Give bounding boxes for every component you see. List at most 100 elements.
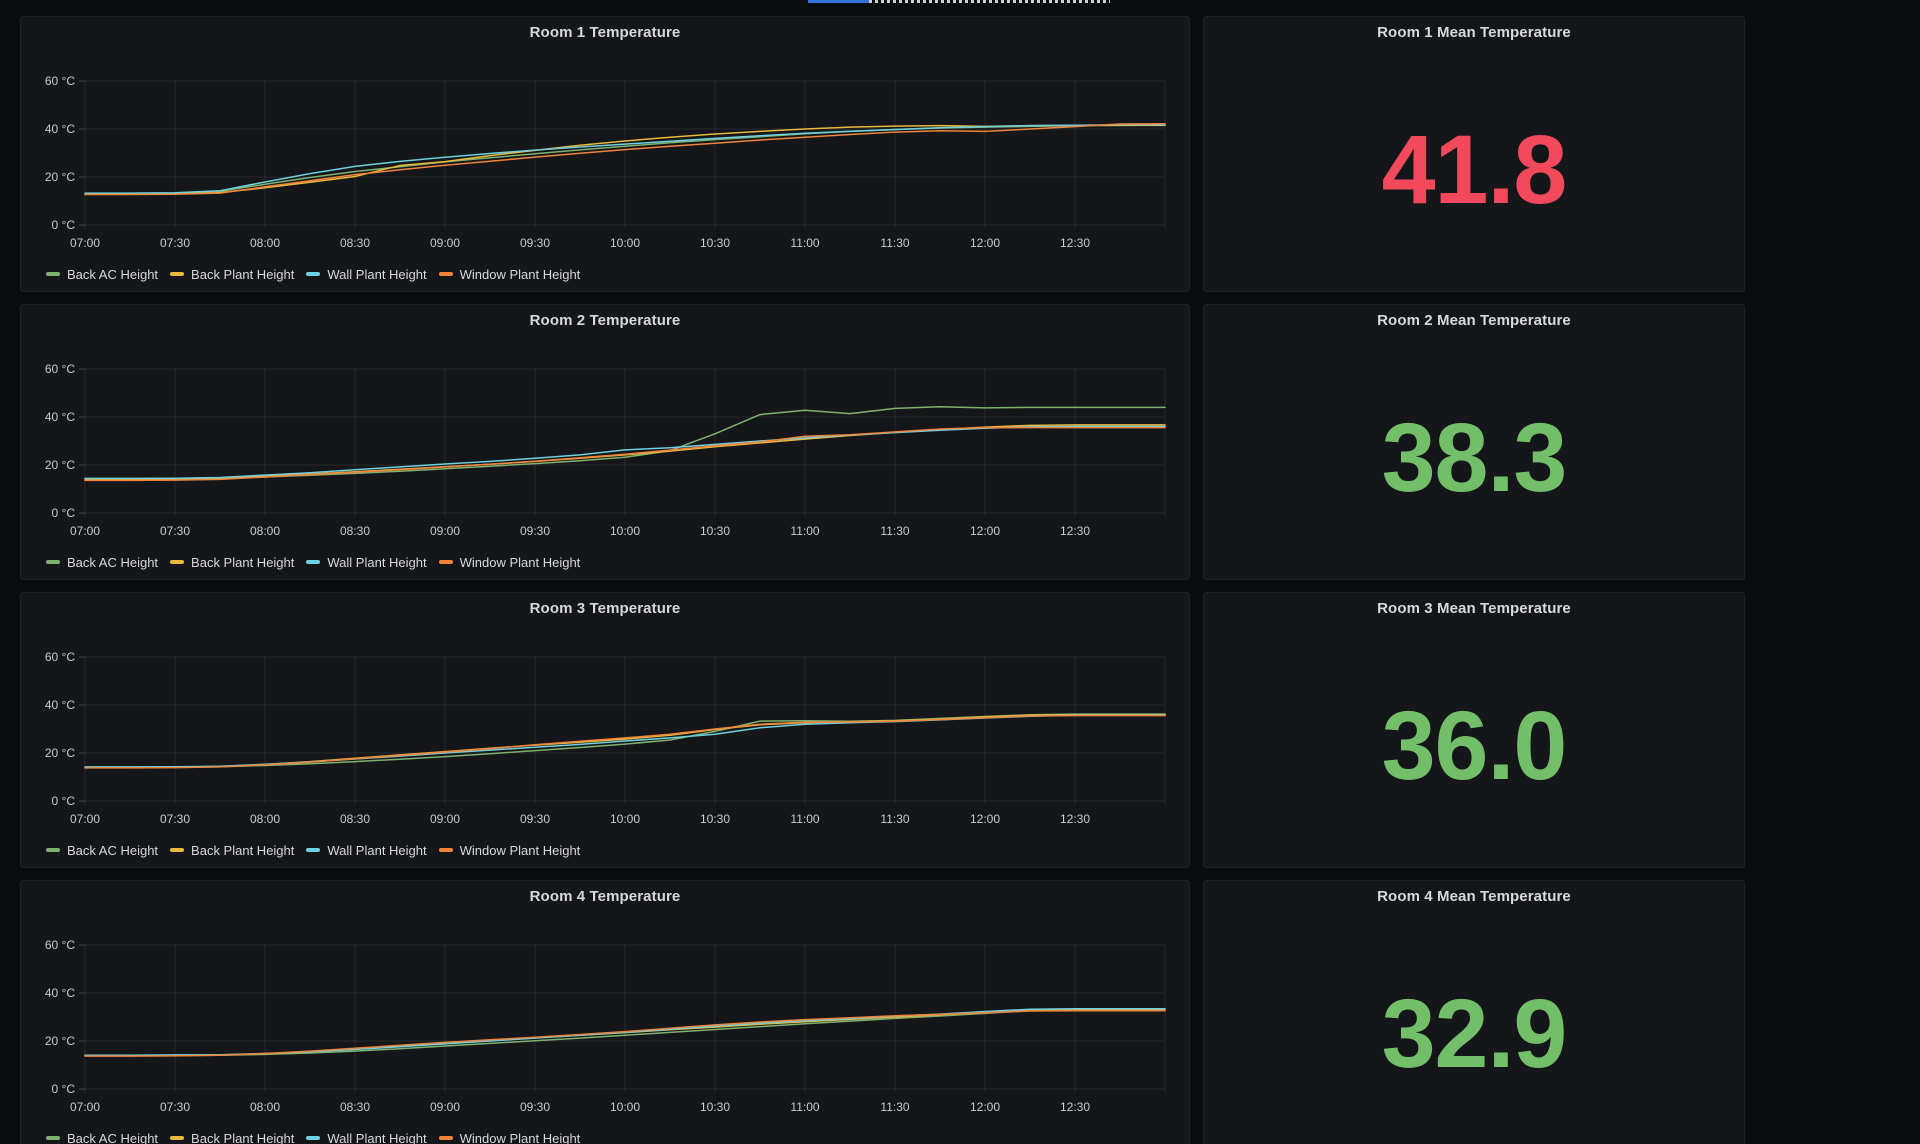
legend-item[interactable]: Back AC Height [46, 1131, 158, 1144]
stat-value-wrap: 36.0 [1204, 623, 1744, 867]
chart-panel-title[interactable]: Room 3 Temperature [529, 600, 681, 617]
legend-series-swatch [46, 1136, 60, 1140]
x-axis-tick-label: 11:30 [880, 524, 910, 538]
x-axis-tick-label: 09:30 [519, 1100, 551, 1114]
legend-series-swatch [46, 560, 60, 564]
legend-item[interactable]: Back Plant Height [170, 1131, 294, 1144]
legend-item[interactable]: Back Plant Height [170, 267, 294, 282]
legend-series-label: Back Plant Height [191, 1130, 295, 1144]
y-axis-tick-label: 40 °C [44, 122, 75, 136]
legend-series-label: Wall Plant Height [327, 554, 427, 570]
legend-item[interactable]: Back Plant Height [170, 843, 294, 858]
x-axis-tick-label: 07:30 [159, 812, 191, 826]
timeseries-chart[interactable] [21, 17, 1191, 293]
legend-item[interactable]: Back Plant Height [170, 555, 294, 570]
x-axis-tick-label: 11:00 [790, 524, 820, 538]
legend-item[interactable]: Wall Plant Height [306, 267, 427, 282]
y-axis-tick-label: 60 °C [44, 650, 75, 664]
y-axis-tick-label: 40 °C [44, 986, 75, 1000]
legend-series-swatch [170, 1136, 185, 1140]
stat-panel-title[interactable]: Room 4 Mean Temperature [1377, 888, 1571, 905]
x-axis-tick-label: 10:00 [609, 236, 641, 250]
chart-plot-area[interactable]: 60 °C 40 °C 20 °C 0 °C 07:00 07:30 08:00 08:30 0… [21, 593, 1189, 867]
x-axis-tick-label: 11:30 [880, 236, 910, 250]
x-axis-tick-label: 11:00 [790, 236, 820, 250]
chart-plot-area[interactable]: 60 °C 40 °C 20 °C 0 °C 07:00 07:30 08:00 08:30 0… [21, 305, 1189, 579]
x-axis-tick-label: 08:00 [249, 236, 281, 250]
x-axis-tick-label: 08:30 [339, 1100, 371, 1114]
y-axis-tick-label: 20 °C [44, 1034, 75, 1048]
x-axis-tick-label: 07:00 [69, 812, 101, 826]
legend-series-label: Window Plant Height [459, 266, 581, 282]
stat-value: 32.9 [1381, 978, 1568, 1088]
x-axis-tick-label: 08:30 [339, 236, 371, 250]
legend-series-label: Window Plant Height [459, 842, 581, 858]
x-axis-tick-label: 10:30 [699, 524, 731, 538]
legend-item[interactable]: Back AC Height [46, 843, 158, 858]
legend-series-swatch [306, 1136, 321, 1140]
dashboard-row: Room 4 Temperature 60 °C 40 °C 20 °C 0 °C 07… [0, 880, 1920, 1144]
dashboard-row: Room 3 Temperature 60 °C 40 °C 20 °C 0 °C 07… [0, 592, 1920, 868]
legend-series-label: Back AC Height [67, 266, 159, 282]
legend-series-swatch [306, 272, 321, 276]
stat-panel-title[interactable]: Room 1 Mean Temperature [1377, 24, 1571, 41]
stat-panel-title[interactable]: Room 3 Mean Temperature [1377, 600, 1571, 617]
y-axis-tick-label: 20 °C [44, 170, 75, 184]
timeseries-chart[interactable] [21, 305, 1191, 581]
x-axis-tick-label: 11:30 [880, 812, 910, 826]
legend-series-label: Back Plant Height [191, 266, 295, 282]
legend-item[interactable]: Window Plant Height [438, 266, 581, 282]
stat-panel-title[interactable]: Room 2 Mean Temperature [1377, 312, 1571, 329]
loading-bar-track [869, 0, 1110, 3]
x-axis-tick-label: 12:00 [969, 1100, 1001, 1114]
chart-panel-title[interactable]: Room 4 Temperature [529, 888, 681, 905]
x-axis-tick-label: 10:00 [609, 812, 641, 826]
x-axis-tick-label: 12:00 [969, 812, 1001, 826]
dashboard-row: Room 2 Temperature 60 °C 40 °C 20 °C 0 °C 07… [0, 304, 1920, 580]
chart-plot-area[interactable]: 60 °C 40 °C 20 °C 0 °C 07:00 07:30 08:00 08:30 0… [21, 17, 1189, 291]
x-axis-tick-label: 07:00 [69, 1100, 101, 1114]
y-axis-tick-label: 40 °C [44, 698, 75, 712]
chart-legend: Back AC Height Back Plant Height Wall Plan… [46, 1128, 580, 1144]
chart-panel-title[interactable]: Room 1 Temperature [529, 24, 681, 41]
x-axis-tick-label: 09:30 [519, 236, 551, 250]
legend-item[interactable]: Back AC Height [46, 555, 158, 570]
legend-item[interactable]: Window Plant Height [438, 555, 580, 570]
legend-series-swatch [438, 272, 453, 276]
x-axis-tick-label: 12:30 [1059, 524, 1091, 538]
x-axis-tick-label: 08:30 [339, 812, 371, 826]
legend-item[interactable]: Wall Plant Height [306, 554, 427, 570]
timeseries-chart[interactable] [21, 593, 1191, 869]
legend-series-swatch [306, 560, 321, 564]
x-axis-tick-label: 09:00 [429, 812, 461, 826]
chart-plot-area[interactable]: 60 °C 40 °C 20 °C 0 °C 07:00 07:30 08:00 08:30 0… [21, 881, 1189, 1144]
x-axis-tick-label: 11:30 [880, 1100, 910, 1114]
x-axis-tick-label: 07:30 [159, 524, 191, 538]
chart-legend: Back AC Height Back Plant Height Wall Plan… [46, 552, 580, 572]
x-axis-tick-label: 11:00 [790, 812, 820, 826]
x-axis-tick-label: 08:00 [249, 812, 281, 826]
legend-series-label: Back Plant Height [191, 554, 295, 570]
x-axis-tick-label: 08:00 [249, 524, 281, 538]
legend-item[interactable]: Back AC Height [46, 267, 158, 282]
legend-item[interactable]: Window Plant Height [438, 1131, 580, 1144]
y-axis-tick-label: 20 °C [44, 458, 75, 472]
legend-item[interactable]: Window Plant Height [438, 842, 581, 858]
stat-value-wrap: 41.8 [1204, 47, 1744, 291]
x-axis-tick-label: 10:30 [699, 1100, 731, 1114]
x-axis-tick-label: 10:30 [699, 812, 731, 826]
legend-series-swatch [438, 1136, 453, 1140]
legend-series-swatch [46, 848, 60, 852]
legend-series-swatch [306, 848, 321, 852]
timeseries-chart[interactable] [21, 881, 1191, 1144]
loading-bar-progress [808, 0, 869, 3]
y-axis-tick-label: 0 °C [51, 218, 75, 232]
stat-panel: Room 2 Mean Temperature 38.3 [1203, 304, 1745, 580]
x-axis-tick-label: 07:00 [69, 524, 101, 538]
y-axis-tick-label: 20 °C [44, 746, 75, 760]
chart-panel-title[interactable]: Room 2 Temperature [529, 312, 681, 329]
legend-item[interactable]: Wall Plant Height [306, 843, 427, 858]
legend-item[interactable]: Wall Plant Height [306, 1131, 427, 1144]
x-axis-tick-label: 07:30 [159, 236, 191, 250]
legend-series-label: Back Plant Height [191, 842, 295, 858]
